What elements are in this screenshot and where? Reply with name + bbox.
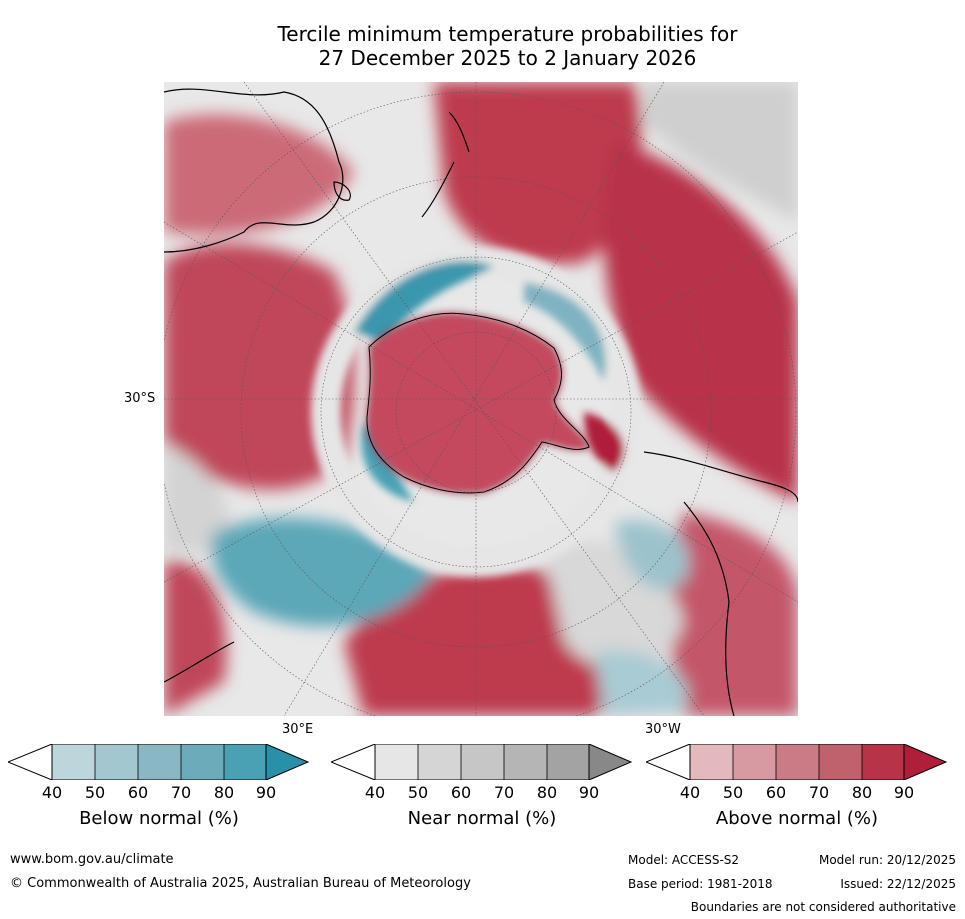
- colorbar-near-min-triangle: [331, 744, 376, 780]
- colorbar-above-min-triangle: [646, 744, 691, 780]
- colorbar-above-tick: 40: [679, 783, 701, 802]
- africa-coastline: [164, 641, 235, 683]
- colorbar-near-dividers: [417, 744, 548, 780]
- colorbar-below-bin-70: [181, 744, 224, 780]
- colorbar-below-bin-80: [224, 744, 266, 780]
- colorbar-near-tick: 50: [407, 783, 429, 802]
- disclaimer-text: Boundaries are not considered authoritat…: [690, 900, 956, 914]
- map-svg: [164, 82, 798, 716]
- colorbar-above-tick: 50: [722, 783, 744, 802]
- label-30w: 30°W: [645, 722, 681, 737]
- colorbar-below-tick: 90: [255, 783, 277, 802]
- tasmania-coastline: [333, 181, 351, 201]
- graticule-meridian-diagonal-3: [164, 221, 798, 603]
- colorbar-near-tick: 60: [450, 783, 472, 802]
- colorbar-near-tick: 80: [536, 783, 558, 802]
- colorbar-above-dividers: [732, 744, 863, 780]
- colorbar-near-bin-60: [461, 744, 504, 780]
- above-normal-west-region: [164, 243, 354, 490]
- colorbar-near-bin-40: [375, 744, 418, 780]
- colorbar-above-frame: [689, 744, 905, 780]
- colorbar-near-tick: 90: [578, 783, 600, 802]
- colorbar-above-bin-60: [776, 744, 819, 780]
- graticule: [164, 82, 798, 716]
- title-line-2: 27 December 2025 to 2 January 2026: [318, 46, 697, 70]
- graticule-circle-edge: [164, 91, 797, 716]
- antarctica-coastline: [366, 312, 590, 494]
- above-normal-southeast-region: [669, 512, 798, 716]
- above-normal-ring-east: [584, 412, 624, 472]
- new-zealand-coastline: [421, 111, 470, 218]
- colorbar-above-bin-50: [733, 744, 776, 780]
- website-link[interactable]: www.bom.gov.au/climate: [10, 852, 174, 867]
- colorbar-near-bin-50: [418, 744, 461, 780]
- issued-text: Issued: 22/12/2025: [840, 877, 956, 891]
- below-normal-ring-northeast: [524, 282, 606, 382]
- colorbar-near-bin-80: [547, 744, 589, 780]
- colorbar-above-bin-70: [819, 744, 862, 780]
- colorbar-above-tick: 60: [765, 783, 787, 802]
- coastlines: [164, 88, 798, 716]
- colorbar-above-tick: 90: [893, 783, 915, 802]
- above-normal-east-region: [603, 142, 798, 502]
- colorbar-near-svg: [331, 744, 633, 780]
- colorbar-below-tick: 70: [170, 783, 192, 802]
- colorbar-above-max-triangle: [903, 744, 948, 780]
- colorbar-below-tick: 80: [213, 783, 235, 802]
- graticule-meridian-diagonal-4: [283, 82, 665, 716]
- colorbar-below-bin-50: [95, 744, 138, 780]
- colorbar-above-svg: [646, 744, 948, 780]
- graticule-meridian-diagonal-2: [243, 82, 705, 716]
- south-america-coastline: [643, 451, 798, 716]
- colorbar-below-frame: [51, 744, 267, 780]
- probability-fields: [164, 82, 798, 716]
- colorbar-below-bin-40: [52, 744, 95, 780]
- label-30s: 30°S: [124, 391, 156, 406]
- colorbar-above-label: Above normal (%): [715, 808, 879, 829]
- label-30e: 30°E: [282, 722, 314, 737]
- title-line-1: Tercile minimum temperature probabilitie…: [277, 22, 738, 46]
- colorbar-near-frame: [374, 744, 590, 780]
- near-normal-west-center: [164, 442, 230, 552]
- colorbar-below-dividers: [94, 744, 225, 780]
- colorbar-below-tick: 60: [127, 783, 149, 802]
- model-run-text: Model run: 20/12/2025: [818, 853, 956, 867]
- colorbar-near-max-triangle: [588, 744, 633, 780]
- colorbar-above-bin-80: [862, 744, 904, 780]
- below-normal-east-patch: [614, 520, 690, 590]
- model-text: Model: ACCESS-S2: [628, 853, 740, 867]
- near-normal-northeast: [644, 82, 798, 222]
- graticule-circle-inner: [395, 331, 557, 493]
- colorbar-above-bin-40: [690, 744, 733, 780]
- probability-map: [164, 82, 798, 716]
- colorbar-below-bin-60: [138, 744, 181, 780]
- graticule-meridian-diagonal-1: [164, 231, 798, 583]
- colorbar-below-min-triangle: [8, 744, 53, 780]
- graticule-circle-mid: [320, 256, 632, 568]
- colorbar-below-max-triangle: [265, 744, 310, 780]
- colorbar-below-svg: [8, 744, 310, 780]
- colorbar-near-label: Near normal (%): [407, 808, 557, 829]
- below-normal-southeast-patch: [594, 650, 688, 716]
- below-normal-ring-north: [354, 260, 494, 342]
- map-title: Tercile minimum temperature probabilitie…: [0, 22, 965, 70]
- above-normal-northwest-region: [164, 114, 354, 235]
- above-normal-north-band: [434, 82, 642, 265]
- colorbar-above-tick: 80: [851, 783, 873, 802]
- above-normal-southwest-corner: [164, 561, 227, 716]
- colorbar-near-bin-70: [504, 744, 547, 780]
- copyright-text: © Commonwealth of Australia 2025, Austra…: [10, 876, 471, 891]
- colorbar-above-tick: 70: [808, 783, 830, 802]
- colorbar-below-tick: 40: [41, 783, 63, 802]
- above-normal-south-region: [344, 564, 610, 716]
- colorbar-near-tick: 40: [364, 783, 386, 802]
- colorbar-near-tick: 70: [493, 783, 515, 802]
- base-period-text: Base period: 1981-2018: [628, 877, 773, 891]
- colorbar-below-tick: 50: [84, 783, 106, 802]
- colorbar-below-label: Below normal (%): [79, 808, 239, 829]
